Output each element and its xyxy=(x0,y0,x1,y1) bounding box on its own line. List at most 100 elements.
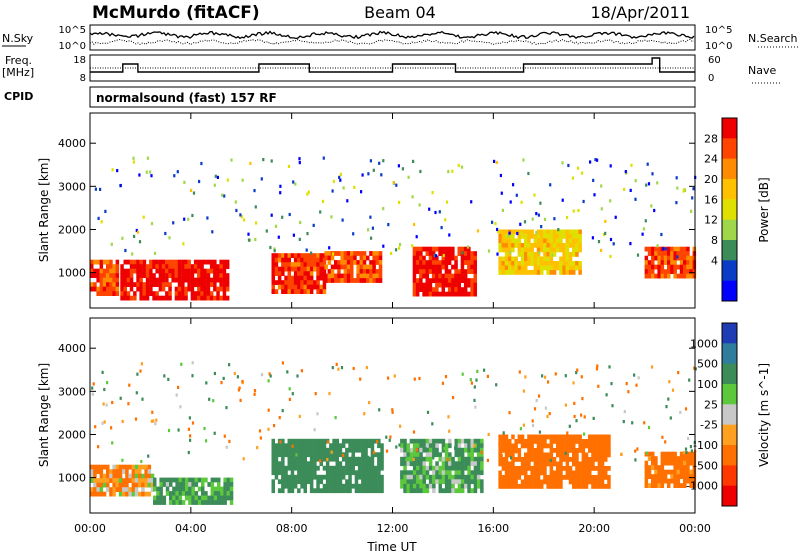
heatmap-cell xyxy=(540,234,544,239)
heatmap-cell xyxy=(508,238,512,244)
heatmap-cell xyxy=(498,439,502,444)
heatmap-cell xyxy=(644,219,647,223)
heatmap-cell xyxy=(99,473,104,479)
heatmap-cell xyxy=(222,268,227,274)
heatmap-cell xyxy=(647,465,652,470)
heatmap-cell xyxy=(673,478,677,484)
heatmap-cell xyxy=(361,483,365,489)
heatmap-cell xyxy=(175,477,179,483)
heatmap-cell xyxy=(572,381,575,385)
heatmap-cell xyxy=(287,479,291,485)
heatmap-cell xyxy=(115,464,120,470)
heatmap-cell xyxy=(309,271,314,276)
heatmap-cell xyxy=(572,443,576,449)
heatmap-cell xyxy=(191,374,194,378)
heatmap-cell xyxy=(354,461,359,467)
heatmap-cell xyxy=(451,291,455,297)
heatmap-cell xyxy=(438,251,442,256)
heatmap-cell xyxy=(676,483,681,488)
heatmap-cell xyxy=(338,479,343,485)
heatmap-cell xyxy=(441,273,445,279)
heatmap-cell xyxy=(412,159,415,163)
heatmap-cell xyxy=(168,282,172,287)
heatmap-cell xyxy=(203,291,207,296)
heatmap-cell xyxy=(134,417,138,421)
heatmap-cell xyxy=(660,465,665,470)
heatmap-cell xyxy=(226,491,231,496)
heatmap-cell xyxy=(670,246,674,252)
heatmap-cell xyxy=(562,439,566,444)
heatmap-cell xyxy=(630,163,633,167)
heatmap-cell xyxy=(651,251,655,256)
heatmap-cell xyxy=(543,452,547,458)
heatmap-cell xyxy=(588,466,592,471)
heatmap-cell xyxy=(597,443,602,449)
heatmap-cell xyxy=(300,447,304,453)
heatmap-cell xyxy=(527,452,531,458)
heatmap-cell xyxy=(600,452,605,458)
heatmap-cell xyxy=(193,268,198,274)
heatmap-cell xyxy=(552,434,557,440)
heatmap-cell xyxy=(177,277,182,283)
heatmap-cell xyxy=(657,255,661,261)
heatmap-cell xyxy=(271,447,275,453)
heatmap-cell xyxy=(654,483,658,488)
heatmap-cell xyxy=(520,434,525,440)
heatmap-cell xyxy=(435,452,439,458)
heatmap-cell xyxy=(519,222,522,226)
heatmap-cell xyxy=(297,452,301,458)
heatmap-cell xyxy=(191,491,195,496)
colorbar-tick-label: 16 xyxy=(704,193,718,206)
heatmap-cell xyxy=(367,488,371,494)
heatmap-cell xyxy=(419,273,423,279)
heatmap-cell xyxy=(559,243,563,248)
heatmap-cell xyxy=(447,415,450,419)
heatmap-cell xyxy=(447,291,452,297)
heatmap-cell xyxy=(134,469,139,474)
heatmap-cell xyxy=(524,479,528,485)
heatmap-cell xyxy=(300,275,304,281)
heatmap-cell xyxy=(197,291,201,296)
heatmap-cell xyxy=(543,256,547,262)
heatmap-cell xyxy=(128,383,131,387)
heatmap-cell xyxy=(206,291,211,296)
heatmap-cell xyxy=(335,447,339,453)
heatmap-cell xyxy=(480,452,484,458)
heatmap-cell xyxy=(565,470,570,476)
heatmap-cell xyxy=(409,488,414,494)
heatmap-cell xyxy=(536,452,541,458)
heatmap-cell xyxy=(562,475,566,480)
heatmap-cell xyxy=(597,439,602,444)
y-tick-label: 3000 xyxy=(58,180,86,193)
heatmap-cell xyxy=(147,473,152,479)
heatmap-cell xyxy=(329,456,333,462)
heatmap-cell xyxy=(431,255,436,261)
heatmap-cell xyxy=(425,438,430,444)
heatmap-cell xyxy=(575,247,579,253)
heatmap-cell xyxy=(364,443,368,449)
heatmap-cell xyxy=(676,478,681,484)
heatmap-cell xyxy=(514,229,518,235)
heatmap-cell xyxy=(213,371,216,376)
heatmap-cell xyxy=(470,488,474,494)
heatmap-cell xyxy=(367,461,371,467)
heatmap-cell xyxy=(284,266,288,272)
heatmap-cell xyxy=(412,278,417,283)
heatmap-cell xyxy=(319,262,323,267)
heatmap-cell xyxy=(161,259,166,265)
time-axis: 00:00 04:00 08:00 12:00 16:00 20:00 00:00 xyxy=(74,113,711,535)
heatmap-cell xyxy=(578,466,582,471)
x-tick-label: 04:00 xyxy=(175,522,207,535)
heatmap-cell xyxy=(568,243,573,248)
heatmap-cell xyxy=(452,395,455,400)
heatmap-cell xyxy=(564,374,567,378)
heatmap-cell xyxy=(422,264,426,270)
heatmap-cell xyxy=(106,487,110,492)
heatmap-cell xyxy=(572,470,576,476)
heatmap-cell xyxy=(156,495,160,501)
colorbar-swatch xyxy=(722,404,737,426)
heatmap-cell xyxy=(131,487,136,492)
heatmap-cell xyxy=(300,438,304,444)
heatmap-cell xyxy=(362,264,367,270)
heatmap-cell xyxy=(345,438,349,444)
